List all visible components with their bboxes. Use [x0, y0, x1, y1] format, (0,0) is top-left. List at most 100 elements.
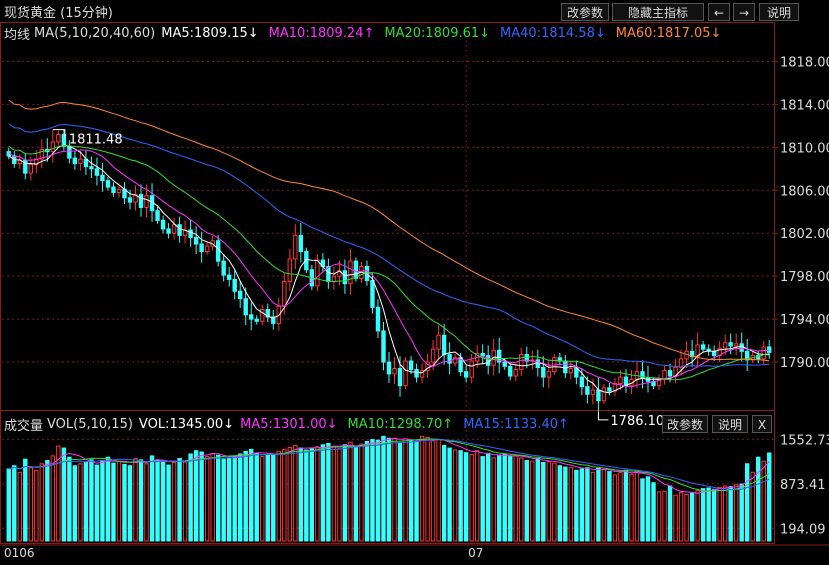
candle-body	[138, 194, 144, 208]
candle-body	[89, 166, 94, 170]
x-tick-label: 0106	[4, 546, 35, 560]
candle-body	[111, 186, 116, 193]
candle-body	[100, 174, 105, 182]
candle-body	[563, 360, 568, 374]
price-tick-label: 1806.00	[780, 184, 829, 199]
volume-bar	[61, 447, 67, 542]
vol-edit-params-button[interactable]: 改参数	[662, 415, 708, 433]
volume-bar	[375, 439, 381, 542]
volume-bar	[265, 454, 270, 542]
volume-bar	[535, 458, 540, 542]
candle-body	[204, 245, 210, 252]
candle-body	[508, 365, 513, 377]
volume-bar	[419, 435, 425, 542]
volume-bar	[28, 467, 34, 542]
candle-body	[579, 376, 585, 388]
candle-body	[689, 350, 695, 358]
vol-ma15-legend: MA15:1133.40↑	[463, 416, 569, 432]
volume-bar	[596, 467, 601, 542]
volume-bar	[689, 492, 695, 542]
volume-bar	[463, 452, 469, 542]
volume-bar	[662, 490, 667, 542]
candle-body	[238, 290, 243, 300]
volume-bar	[353, 446, 359, 542]
candle-body	[574, 368, 579, 378]
volume-bar	[541, 461, 546, 542]
volume-bar	[342, 444, 348, 542]
candle-body	[287, 258, 293, 283]
volume-bar	[414, 441, 419, 542]
volume-bar	[188, 453, 193, 542]
volume-bar	[243, 450, 248, 542]
candle-body	[480, 352, 485, 357]
volume-bar	[89, 459, 94, 542]
vol-ma5-legend: MA5:1301.00↓	[240, 416, 338, 432]
candle-body	[458, 357, 463, 373]
volume-bar	[122, 463, 127, 542]
volume-bar	[127, 465, 133, 542]
candle-body	[441, 334, 447, 356]
series-line-ma5	[8, 144, 770, 394]
candle-body	[78, 158, 83, 164]
candle-body	[728, 342, 733, 347]
series-line-ma60	[8, 99, 770, 362]
page-title: 现货黄金 (15分钟)	[4, 5, 113, 21]
volume-bar	[469, 454, 474, 542]
volume-bar	[293, 444, 298, 542]
candle-body	[271, 316, 276, 324]
series-line-ma10	[8, 149, 770, 388]
candle-body	[215, 240, 221, 262]
candle-body	[243, 298, 248, 316]
volume-bar	[155, 459, 160, 542]
ma-legend-label: 均线	[4, 27, 31, 43]
left-arrow-icon[interactable]: ←	[708, 3, 730, 21]
candle-body	[463, 371, 469, 378]
candle-body	[282, 281, 287, 307]
hide-main-indicator-button[interactable]: 隐藏主指标	[612, 3, 704, 21]
edit-params-button[interactable]: 改参数	[561, 3, 609, 21]
volume-bar	[546, 461, 552, 542]
volume-bar	[45, 459, 50, 542]
volume-bar	[238, 453, 243, 542]
help-button[interactable]: 说明	[759, 3, 799, 21]
series-line-ma40	[8, 123, 770, 367]
volume-bar	[607, 471, 612, 542]
candle-body	[177, 224, 182, 236]
vol-legend: 成交量 VOL(5,10,15) VOL:1345.00↓ MA5:1301.0…	[4, 413, 579, 435]
volume-bar	[684, 494, 689, 542]
volume-bar	[78, 463, 83, 542]
right-arrow-icon[interactable]: →	[733, 3, 755, 21]
candle-body	[304, 250, 309, 271]
price-tick-label: 1798.00	[780, 270, 829, 285]
volume-bar	[116, 460, 122, 542]
vol-help-button[interactable]: 说明	[712, 415, 748, 433]
ma-legend: 均线 MA(5,10,20,40,60) MA5:1809.15↓ MA10:1…	[4, 22, 731, 44]
low-marker	[597, 411, 609, 421]
volume-bar	[204, 456, 210, 542]
volume-bar	[728, 486, 733, 542]
volume-bar	[403, 438, 408, 542]
volume-bar	[673, 494, 678, 542]
candle-body	[733, 343, 739, 347]
volume-bar	[557, 465, 563, 542]
vol-close-icon[interactable]: X	[752, 415, 772, 433]
candle-body	[370, 279, 375, 308]
candle-body	[397, 368, 403, 387]
volume-tick-label: 1552.73	[780, 433, 829, 448]
candle-body	[199, 243, 204, 252]
candle-body	[739, 343, 744, 352]
candle-body	[700, 344, 706, 350]
candle-body	[447, 354, 452, 364]
volume-bar	[182, 461, 188, 542]
volume-bar	[623, 469, 629, 542]
candle-body	[436, 334, 441, 350]
volume-bar	[695, 490, 700, 542]
candle-body	[260, 308, 265, 322]
candle-body	[546, 371, 552, 378]
volume-bar	[629, 473, 634, 542]
volume-bar	[56, 445, 61, 542]
volume-bar	[144, 463, 149, 542]
candle-body	[535, 359, 540, 368]
vol-ma10-legend: MA10:1298.70↑	[347, 416, 454, 432]
